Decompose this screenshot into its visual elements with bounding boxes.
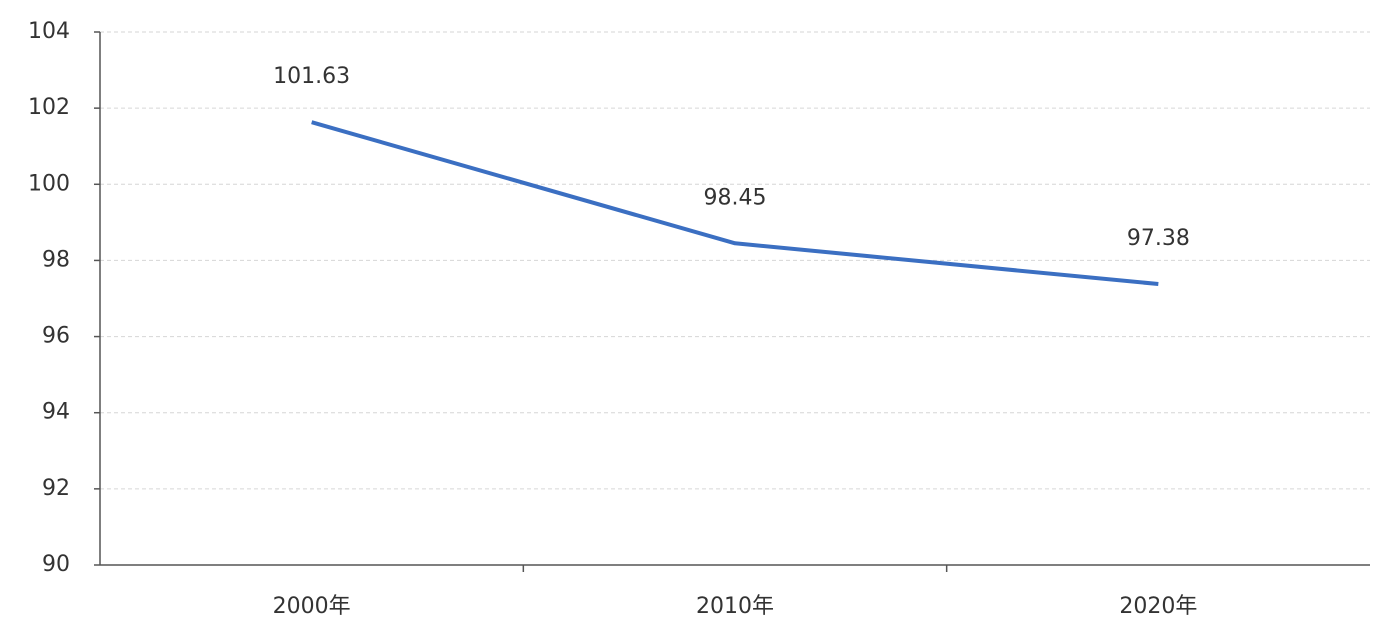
y-tick-label: 102 (28, 95, 70, 120)
y-tick-label: 92 (42, 476, 70, 501)
x-tick-label: 2020年 (1119, 594, 1197, 619)
y-tick-label: 98 (42, 247, 70, 272)
y-tick-label: 104 (28, 19, 70, 44)
x-tick-label: 2000年 (273, 594, 351, 619)
data-label: 98.45 (704, 185, 767, 210)
data-label: 97.38 (1127, 226, 1190, 251)
x-tick-label: 2010年 (696, 594, 774, 619)
y-tick-label: 94 (42, 400, 70, 425)
data-label: 101.63 (273, 64, 350, 89)
line (311, 120, 1159, 287)
y-tick-label: 100 (28, 171, 70, 196)
y-tick-label: 90 (42, 552, 70, 577)
y-tick-label: 96 (42, 324, 70, 349)
